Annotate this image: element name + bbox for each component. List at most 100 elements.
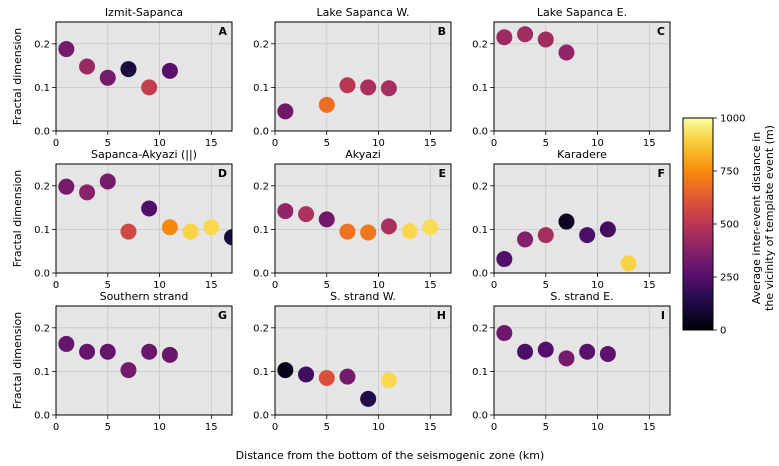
y-tick-label: 0.0 xyxy=(472,127,488,138)
data-point xyxy=(161,346,178,363)
x-tick-label: 5 xyxy=(324,422,330,433)
axes-frame xyxy=(274,163,452,274)
x-tick-label: 0 xyxy=(272,280,278,291)
data-point xyxy=(58,335,75,352)
y-tick-label: 0.2 xyxy=(472,181,488,192)
data-point xyxy=(517,26,534,43)
data-point xyxy=(182,223,199,240)
x-tick-label: 5 xyxy=(105,280,111,291)
x-tick-label: 15 xyxy=(643,422,656,433)
axes-frame xyxy=(493,305,671,416)
data-point xyxy=(360,224,377,241)
x-tick-label: 5 xyxy=(324,280,330,291)
y-tick-label: 0.2 xyxy=(34,39,50,50)
panel-title: S. strand E. xyxy=(550,290,613,303)
data-point xyxy=(558,44,575,61)
points-group xyxy=(496,213,637,272)
panel-title: Lake Sapanca W. xyxy=(317,6,410,19)
y-tick-label: 0.0 xyxy=(34,127,50,138)
panel-b: 0 5 10 15 0.0 0.1 0.2 Lake Sapanca W. B xyxy=(253,6,452,149)
data-point xyxy=(599,345,616,362)
colorbar-tick-label: 750 xyxy=(720,167,739,178)
points-group xyxy=(277,77,397,120)
panel-letter: F xyxy=(657,167,665,180)
x-tick-label: 10 xyxy=(372,280,385,291)
y-tick-label: 0.0 xyxy=(34,269,50,280)
panel-e: 0 5 10 15 0.0 0.1 0.2 Akyazi E xyxy=(253,148,452,291)
data-point xyxy=(496,251,513,268)
x-tick-label: 0 xyxy=(491,280,497,291)
panel-letter: C xyxy=(657,25,665,38)
panel-letter: E xyxy=(438,167,446,180)
axes-frame xyxy=(493,21,671,132)
panel-g: 0 5 10 15 0.0 0.1 0.2 Southern strand G Fractal d… xyxy=(11,290,233,433)
panels-group: 0 5 10 15 0.0 0.1 0.2 Izmit-Sapanca A Fractal dim… xyxy=(11,6,671,433)
panel-a: 0 5 10 15 0.0 0.1 0.2 Izmit-Sapanca A Fractal dim… xyxy=(11,6,233,149)
data-point xyxy=(161,219,178,236)
x-tick-label: 0 xyxy=(491,138,497,149)
x-tick-label: 10 xyxy=(153,280,166,291)
data-point xyxy=(298,366,315,383)
data-point xyxy=(318,369,335,386)
colorbar-bar xyxy=(682,117,714,331)
data-point xyxy=(298,206,315,223)
y-tick-label: 0.1 xyxy=(472,225,488,236)
y-tick-label: 0.1 xyxy=(253,225,269,236)
x-axis-label: Distance from the bottom of the seismoge… xyxy=(236,449,545,462)
y-tick-label: 0.0 xyxy=(253,269,269,280)
x-tick-label: 15 xyxy=(424,138,437,149)
y-tick-label: 0.1 xyxy=(253,367,269,378)
plot-background xyxy=(56,306,232,415)
points-group xyxy=(277,362,397,407)
x-tick-label: 15 xyxy=(205,280,218,291)
data-point xyxy=(360,390,377,407)
colorbar: 0 250 500 750 1000 Average inter-event distan… xyxy=(682,114,776,337)
data-point xyxy=(496,29,513,46)
plot-background xyxy=(494,164,670,273)
y-tick-label: 0.2 xyxy=(472,323,488,334)
panel-letter: D xyxy=(218,167,227,180)
data-point xyxy=(318,96,335,113)
y-tick-label: 0.1 xyxy=(34,225,50,236)
data-point xyxy=(380,80,397,97)
data-point xyxy=(79,343,96,360)
panel-h: 0 5 10 15 0.0 0.1 0.2 S. strand W. H xyxy=(253,290,452,433)
y-axis-label: Fractal dimension xyxy=(11,170,24,267)
data-point xyxy=(496,325,513,342)
axes-frame xyxy=(55,163,233,274)
data-point xyxy=(318,211,335,228)
data-point xyxy=(277,103,294,120)
y-axis-label: Fractal dimension xyxy=(11,28,24,125)
plot-background xyxy=(494,306,670,415)
x-tick-label: 10 xyxy=(372,422,385,433)
colorbar-tick-label: 250 xyxy=(720,273,739,284)
panel-title: Karadere xyxy=(557,148,607,161)
x-tick-label: 10 xyxy=(372,138,385,149)
x-tick-label: 10 xyxy=(591,422,604,433)
panel-letter: A xyxy=(218,25,227,38)
x-tick-label: 10 xyxy=(153,138,166,149)
axes-frame xyxy=(493,163,671,274)
data-point xyxy=(99,173,116,190)
x-tick-label: 15 xyxy=(424,280,437,291)
y-tick-label: 0.2 xyxy=(34,323,50,334)
data-point xyxy=(339,223,356,240)
data-point xyxy=(537,31,554,48)
y-tick-label: 0.0 xyxy=(34,411,50,422)
data-point xyxy=(339,77,356,94)
y-tick-label: 0.2 xyxy=(253,39,269,50)
data-point xyxy=(79,58,96,75)
points-group xyxy=(58,173,232,246)
x-tick-label: 10 xyxy=(153,422,166,433)
data-point xyxy=(277,362,294,379)
data-point xyxy=(79,184,96,201)
panel-f: 0 5 10 15 0.0 0.1 0.2 Karadere F xyxy=(472,148,671,291)
x-tick-label: 5 xyxy=(543,138,549,149)
points-group xyxy=(58,335,178,379)
panel-i: 0 5 10 15 0.0 0.1 0.2 S. strand E. I xyxy=(472,290,671,433)
y-tick-label: 0.1 xyxy=(34,83,50,94)
data-point xyxy=(579,227,596,244)
data-point xyxy=(58,178,75,195)
colorbar-label-line1: Average inter-event distance in xyxy=(750,132,763,305)
